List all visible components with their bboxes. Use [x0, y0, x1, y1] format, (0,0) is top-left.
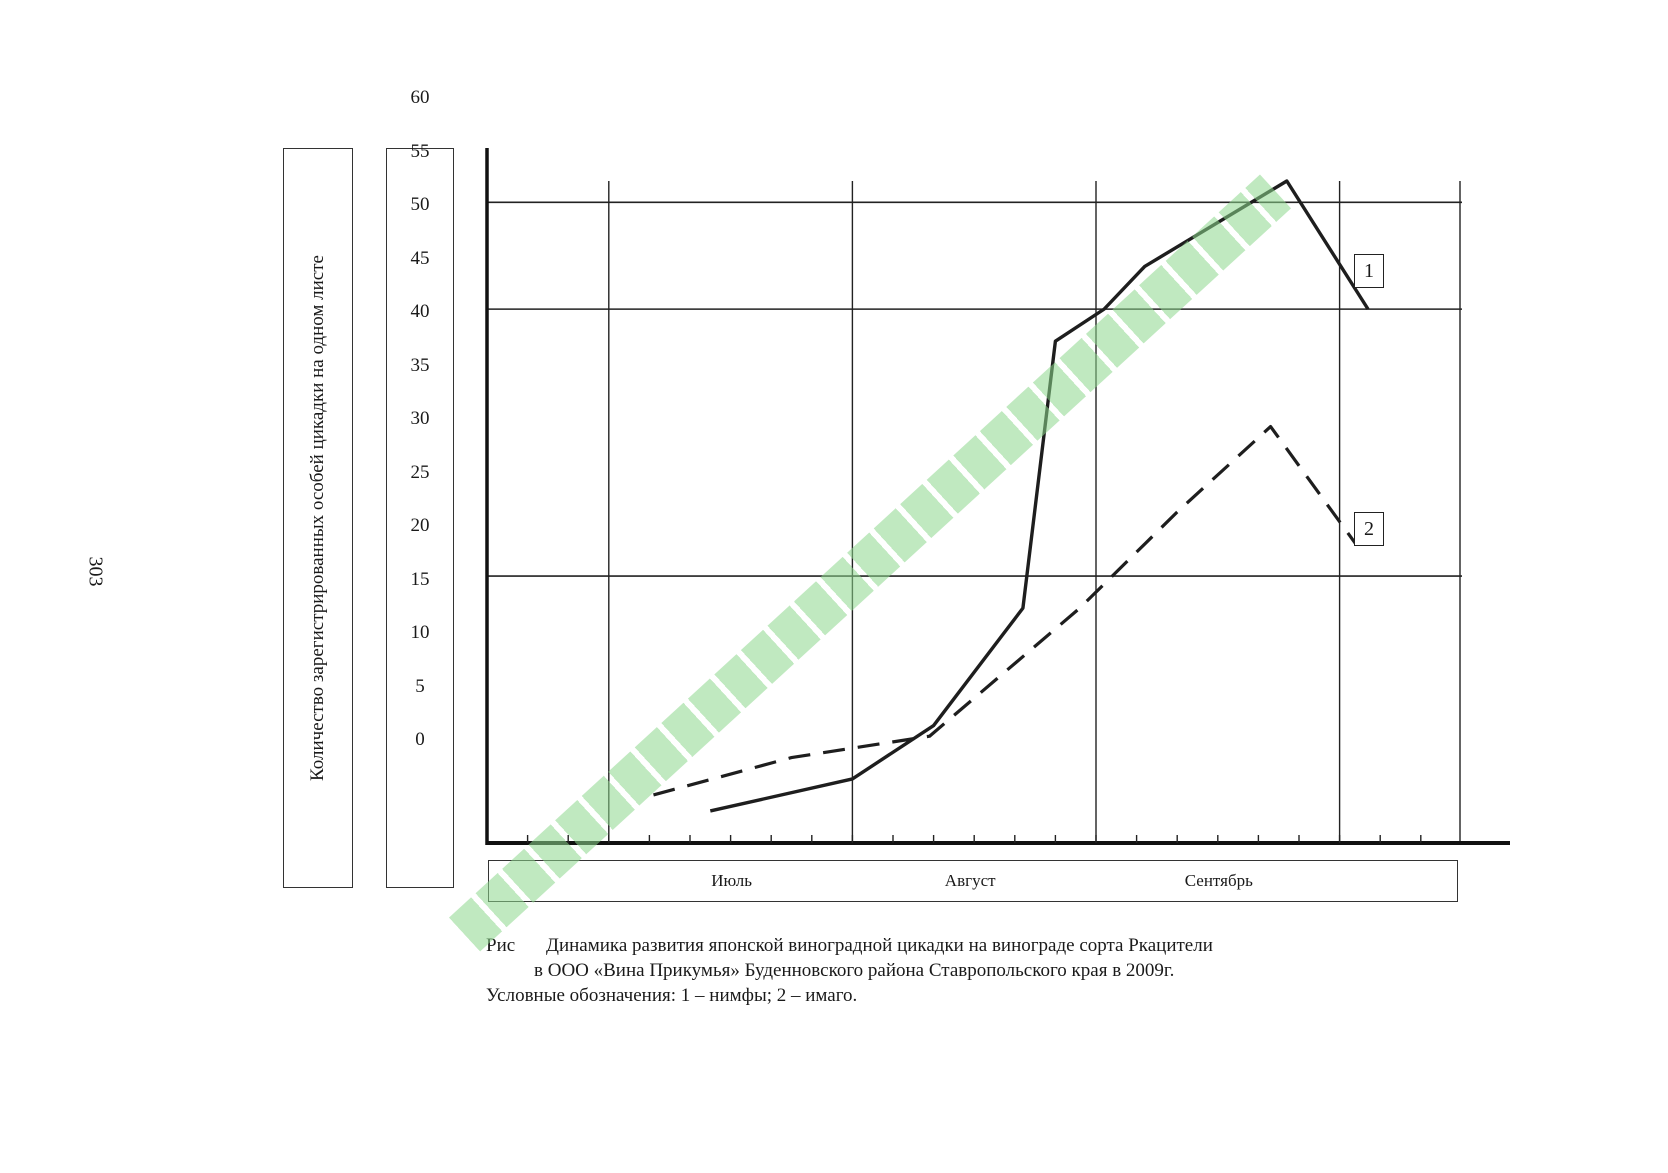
figure-caption: Рис Динамика развития японской виноградно… [486, 933, 1213, 1008]
y-tick-label: 0 [415, 729, 425, 750]
y-tick-label: 40 [410, 301, 430, 322]
y-axis-ticks-box: 60 55 50 45 40 35 30 25 20 15 10 5 0 [386, 87, 454, 888]
series-line-1 [709, 179, 1370, 813]
series-line-2 [653, 424, 1358, 797]
legend-box-series-2: 2 [1354, 512, 1384, 546]
x-month-label: Июль [711, 871, 752, 890]
x-month-label: Август [944, 871, 996, 890]
y-tick-label: 25 [410, 461, 430, 483]
y-tick-label: 5 [415, 675, 425, 697]
y-tick-label: 50 [410, 194, 430, 215]
caption-title: Динамика развития японской виноградной ц… [546, 935, 1213, 956]
y-tick-label: 15 [410, 568, 430, 590]
x-month-label: Сентябрь [1184, 871, 1253, 890]
y-tick-label: 20 [410, 515, 430, 536]
x-axis-months-box: Июль Август Сентябрь [488, 860, 1458, 902]
y-tick-label: 10 [410, 622, 430, 643]
caption-label: Рис [486, 935, 516, 956]
caption-subtitle: в ООО «Вина Прикумья» Буденновского райо… [534, 960, 1175, 981]
y-tick-label: 45 [410, 247, 430, 269]
y-tick-label: 55 [410, 140, 430, 162]
y-tick-label: 30 [410, 408, 430, 429]
legend-box-series-1: 1 [1354, 254, 1384, 288]
caption-legend: Условные обозначения: 1 – нимфы; 2 – има… [486, 985, 858, 1006]
y-tick-label: 60 [410, 87, 430, 108]
y-tick-label: 35 [410, 354, 430, 376]
y-axis-label-box: Количество зарегистрированных особей цик… [283, 148, 353, 888]
